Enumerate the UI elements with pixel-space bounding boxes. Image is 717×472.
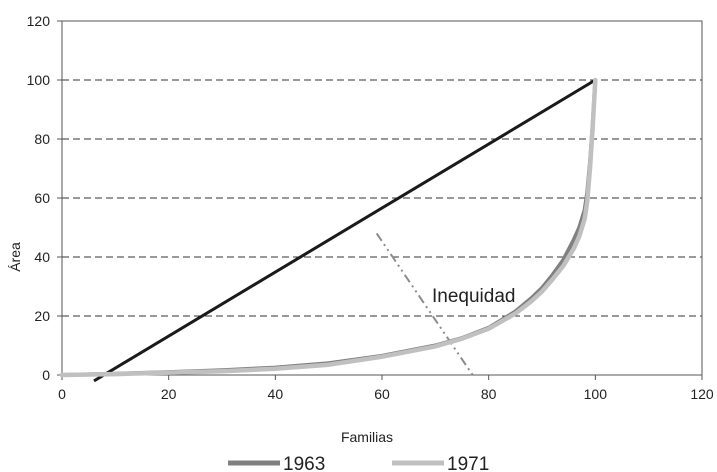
legend: 1963 1971	[228, 454, 489, 472]
x-tick-label-20: 20	[161, 386, 177, 402]
y-tick-label-0: 0	[42, 367, 50, 383]
y-tick-label-40: 40	[34, 249, 50, 265]
x-tick-label-40: 40	[268, 386, 284, 402]
x-tick-label-100: 100	[584, 386, 608, 402]
y-tick-label-80: 80	[34, 131, 50, 147]
y-tick-label-20: 20	[34, 308, 50, 324]
legend-label-1963: 1963	[283, 454, 325, 472]
reference-lines	[93, 78, 597, 383]
inequidad-pointer-line	[375, 232, 474, 376]
x-tick-labels: 0 20 40 60 80 100 120	[58, 386, 714, 402]
x-tick-label-120: 120	[690, 386, 714, 402]
annotation-inequidad: Inequidad	[432, 286, 515, 307]
y-tick-label-120: 120	[27, 13, 51, 29]
series-line-1971	[59, 77, 598, 378]
x-tick-label-80: 80	[481, 386, 497, 402]
y-tick-label-100: 100	[27, 72, 51, 88]
x-tick-label-0: 0	[58, 386, 66, 402]
y-axis-label: Área	[7, 242, 23, 272]
series-lines	[59, 77, 598, 378]
y-tick-label-60: 60	[34, 190, 50, 206]
y-tick-labels: 0 20 40 60 80 100 120	[27, 13, 51, 383]
x-axis-label: Familias	[341, 429, 393, 445]
legend-label-1971: 1971	[447, 454, 489, 472]
equality-line	[93, 78, 597, 383]
x-tick-label-60: 60	[374, 386, 390, 402]
